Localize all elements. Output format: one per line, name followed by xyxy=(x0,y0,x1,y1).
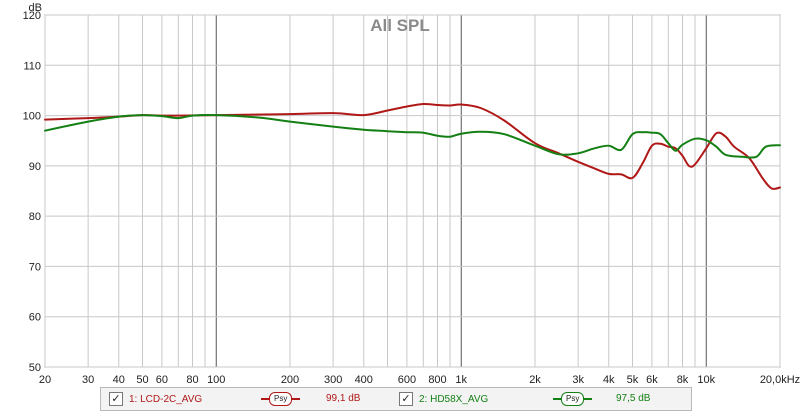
x-tick-label-60: 60 xyxy=(156,374,168,386)
x-tick-label-200: 200 xyxy=(281,374,299,386)
y-tick-label-50: 50 xyxy=(29,362,41,374)
y-axis-title: dB xyxy=(29,2,42,14)
y-tick-label-100: 100 xyxy=(23,111,41,123)
series-1-value: 99,1 dB xyxy=(326,393,361,404)
x-tick-label-3k: 3k xyxy=(572,374,584,386)
x-tick-label-800: 800 xyxy=(428,374,446,386)
legend-bar: ✓ 1: LCD-2C_AVG Psy 99,1 dB ✓ 2: HD58X_A… xyxy=(100,387,692,411)
x-tick-label-100: 100 xyxy=(207,374,225,386)
x-tick-label-20: 20 xyxy=(39,374,51,386)
series-1-checkbox[interactable]: ✓ xyxy=(109,392,123,406)
series-1-label: 1: LCD-2C_AVG xyxy=(129,393,203,405)
x-axis-labels: 20 30 40 50 60 80 100 200 300 400 600 800 1k 2k 3k 4k 5k… xyxy=(39,374,800,386)
x-tick-label-80: 80 xyxy=(186,374,198,386)
y-tick-label-90: 90 xyxy=(29,161,41,173)
x-tick-label-20,0kHz: 20,0kHz xyxy=(760,374,800,386)
series-line-1 xyxy=(44,102,781,190)
series-1-psy-button[interactable]: Psy xyxy=(269,392,293,406)
y-tick-label-80: 80 xyxy=(29,211,41,223)
chart-title: All SPL xyxy=(370,16,430,35)
x-tick-label-10k: 10k xyxy=(697,374,715,386)
x-tick-label-30: 30 xyxy=(82,374,94,386)
x-tick-label-40: 40 xyxy=(113,374,125,386)
plot-area xyxy=(44,14,781,368)
series-2-psy-button[interactable]: Psy xyxy=(561,392,585,406)
series-2-value: 97,5 dB xyxy=(616,393,651,404)
x-tick-label-1k: 1k xyxy=(455,374,467,386)
x-tick-label-300: 300 xyxy=(324,374,342,386)
series-2-label: 2: HD58X_AVG xyxy=(419,393,489,405)
y-tick-label-110: 110 xyxy=(23,60,41,72)
series-1-psy-control[interactable]: Psy xyxy=(261,392,301,406)
series-2-line-swatch-right xyxy=(584,398,593,400)
x-tick-label-400: 400 xyxy=(355,374,373,386)
y-tick-label-60: 60 xyxy=(29,312,41,324)
x-tick-label-4k: 4k xyxy=(603,374,615,386)
series-2-psy-control[interactable]: Psy xyxy=(553,392,593,406)
x-tick-label-50: 50 xyxy=(136,374,148,386)
series-2-line-swatch xyxy=(553,398,561,400)
x-tick-label-6k: 6k xyxy=(646,374,658,386)
y-axis-labels: 50 60 70 80 90 100 110 120 xyxy=(23,10,41,374)
series-layer xyxy=(44,102,781,190)
y-tick-label-70: 70 xyxy=(29,261,41,273)
series-2-checkbox[interactable]: ✓ xyxy=(399,392,413,406)
legend-item-lcd2c[interactable]: ✓ 1: LCD-2C_AVG xyxy=(109,388,202,410)
x-tick-label-8k: 8k xyxy=(677,374,689,386)
grid xyxy=(44,14,781,368)
series-line-2 xyxy=(44,113,781,159)
legend-item-hd58x[interactable]: ✓ 2: HD58X_AVG xyxy=(399,388,488,410)
x-tick-label-5k: 5k xyxy=(627,374,639,386)
x-tick-label-2k: 2k xyxy=(529,374,541,386)
series-1-line-swatch xyxy=(261,398,269,400)
y-tick-label-120: 120 xyxy=(23,10,41,22)
x-tick-label-600: 600 xyxy=(398,374,416,386)
series-1-line-swatch-right xyxy=(292,398,301,400)
